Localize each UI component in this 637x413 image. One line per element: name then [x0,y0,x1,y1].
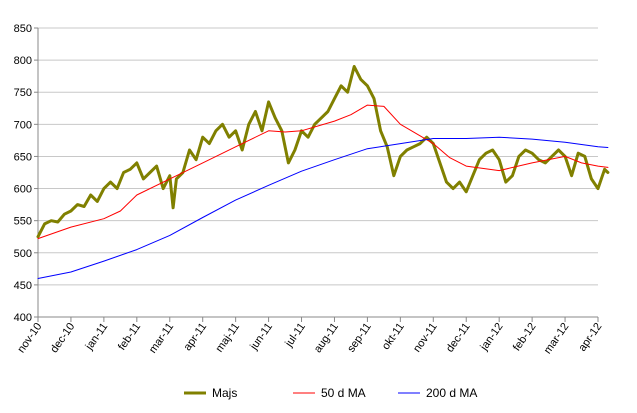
series-line-0 [36,65,610,239]
x-tick-label: dec-11 [444,321,473,355]
y-tick-label: 700 [14,119,32,131]
legend-label: Majs [212,386,237,400]
x-tick-label: mar-11 [147,321,176,356]
x-tick-label: nov-10 [15,321,44,355]
y-tick-label: 500 [14,248,32,260]
x-tick-label: maj-11 [213,321,242,355]
x-tick-label: aug-11 [312,321,341,355]
y-tick-label: 650 [14,151,32,163]
y-tick-label: 600 [14,184,32,196]
legend-label: 50 d MA [321,386,366,400]
y-tick-label: 750 [14,87,32,99]
x-tick-label: feb-11 [116,321,143,353]
x-tick-label: feb-12 [511,321,539,353]
legend-label: 200 d MA [426,386,477,400]
y-tick-label: 550 [14,216,32,228]
x-tick-label: nov-11 [411,321,440,355]
x-tick-label: dec-10 [48,321,77,355]
x-tick-label: apr-11 [182,321,210,353]
series-line-2 [37,136,609,279]
x-tick-label: sep-11 [345,321,374,355]
x-tick-label: jun-11 [248,321,275,353]
y-tick-label: 450 [14,280,32,292]
y-tick-label: 400 [14,312,32,324]
x-tick-label: jan-11 [83,321,110,353]
x-tick-label: jul-11 [283,321,308,350]
y-tick-label: 800 [14,55,32,67]
x-tick-label: jan-12 [478,321,506,354]
x-tick-label: apr-12 [576,321,604,354]
x-tick-label: okt-11 [380,321,407,352]
y-tick-label: 850 [14,23,32,35]
series-line-1 [37,104,609,240]
x-tick-label: mar-12 [542,321,572,356]
